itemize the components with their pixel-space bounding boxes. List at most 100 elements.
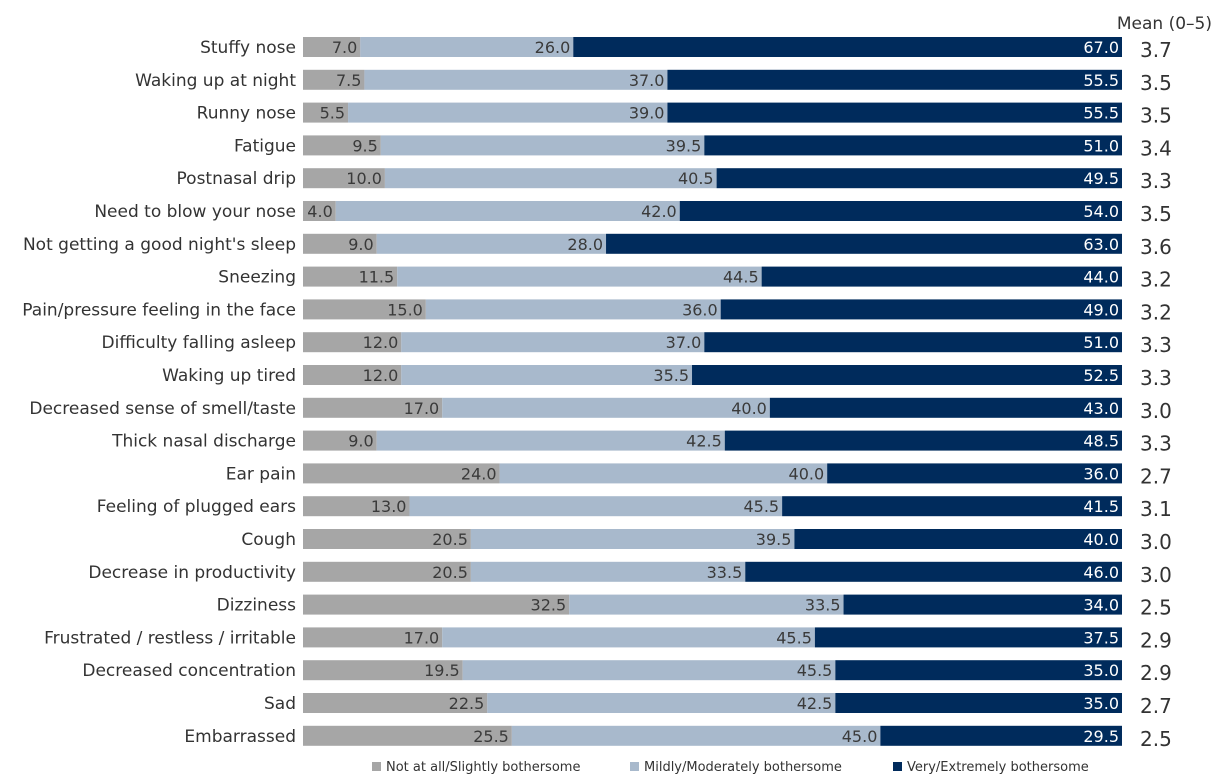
bar-segment-series-2	[397, 266, 762, 287]
bar-segment-series-2	[462, 660, 836, 681]
bar-segment-series-1	[303, 561, 471, 582]
bar-segment-series-3	[724, 430, 1122, 451]
value-label: 40.0	[731, 399, 767, 418]
category-label: Decreased concentration	[82, 661, 296, 681]
bar-segment-series-2	[376, 233, 607, 254]
value-label: 42.0	[641, 202, 677, 221]
bar-segment-series-1	[303, 725, 512, 746]
category-label: Frustrated / restless / irritable	[44, 628, 296, 648]
value-label: 44.0	[1083, 268, 1119, 287]
value-label: 24.0	[461, 464, 497, 483]
value-labels: 7.0 26.0 67.0 7.5 37.0 55.5 5.5 39.0 55.5 9.5 39.5…	[307, 38, 1119, 746]
value-label: 51.0	[1083, 136, 1119, 155]
mean-value: 3.5	[1140, 104, 1172, 128]
value-label: 11.5	[359, 268, 395, 287]
mean-value: 3.6	[1140, 235, 1172, 259]
bar-segment-series-3	[769, 397, 1122, 418]
value-label: 9.0	[348, 432, 373, 451]
value-label: 51.0	[1083, 333, 1119, 352]
legend-label: Mildly/Moderately bothersome	[644, 760, 842, 775]
value-label: 4.0	[307, 202, 332, 221]
bar-segment-series-3	[761, 266, 1122, 287]
category-label: Not getting a good night's sleep	[23, 235, 296, 255]
category-label: Feeling of plugged ears	[97, 497, 296, 517]
category-label: Decreased sense of smell/taste	[29, 399, 296, 419]
category-label: Cough	[241, 530, 296, 550]
value-label: 25.5	[473, 727, 509, 746]
category-label: Sneezing	[218, 268, 296, 288]
bar-segment-series-1	[303, 529, 471, 549]
value-label: 41.5	[1083, 497, 1119, 516]
category-label: Stuffy nose	[200, 38, 296, 58]
value-label: 48.5	[1083, 432, 1119, 451]
bar-segment-series-3	[835, 660, 1122, 681]
bar-segment-series-1	[303, 201, 336, 221]
bar-segment-series-2	[569, 594, 844, 615]
category-label: Dizziness	[217, 596, 296, 616]
value-label: 33.5	[805, 596, 841, 615]
bar-segment-series-3	[745, 561, 1122, 582]
value-label: 9.5	[352, 136, 377, 155]
bar-segment-series-3	[704, 135, 1122, 156]
value-label: 44.5	[723, 268, 759, 287]
value-label: 19.5	[424, 661, 460, 680]
bar-segment-series-3	[782, 496, 1122, 517]
value-label: 46.0	[1083, 563, 1119, 582]
bar-segment-series-3	[814, 627, 1123, 648]
mean-value: 3.3	[1140, 333, 1172, 357]
value-label: 45.5	[743, 497, 779, 516]
mean-value: 2.5	[1140, 596, 1172, 620]
mean-value: 3.0	[1140, 563, 1172, 587]
value-label: 37.0	[629, 71, 665, 90]
category-label: Pain/pressure feeling in the face	[22, 300, 296, 320]
value-label: 34.0	[1083, 596, 1119, 615]
value-label: 45.5	[797, 661, 833, 680]
category-label: Sad	[264, 694, 296, 714]
bar-segment-series-1	[303, 332, 402, 353]
bar-segment-series-1	[303, 168, 385, 189]
value-label: 63.0	[1083, 235, 1119, 254]
value-label: 7.5	[336, 71, 361, 90]
bar-segment-series-3	[720, 299, 1122, 320]
legend-label: Not at all/Slightly bothersome	[386, 760, 580, 775]
mean-value: 2.7	[1140, 464, 1172, 488]
bar-segment-series-1	[303, 102, 349, 123]
mean-value: 3.0	[1140, 399, 1172, 423]
bar-segment-series-1	[303, 69, 365, 90]
bar-segment-series-1	[303, 266, 398, 287]
category-label: Embarrassed	[184, 727, 296, 747]
bar-segment-series-1	[303, 397, 443, 418]
value-label: 12.0	[363, 366, 399, 385]
bar-segment-series-2	[425, 299, 721, 320]
bar-segment-series-3	[573, 37, 1122, 57]
value-label: 39.5	[666, 136, 702, 155]
mean-value: 3.0	[1140, 530, 1172, 554]
bar-segment-series-2	[470, 561, 746, 582]
bar-segment-series-1	[303, 660, 463, 681]
legend-swatch	[893, 762, 902, 771]
value-label: 32.5	[531, 596, 567, 615]
bar-segment-series-1	[303, 135, 381, 156]
category-label: Thick nasal discharge	[111, 432, 296, 452]
value-label: 7.0	[332, 38, 357, 57]
category-label: Waking up tired	[162, 366, 296, 386]
mean-value: 3.3	[1140, 432, 1172, 456]
bar-segment-series-2	[499, 463, 828, 484]
value-label: 42.5	[797, 694, 833, 713]
value-label: 29.5	[1083, 727, 1119, 746]
value-label: 67.0	[1083, 38, 1119, 57]
category-label: Waking up at night	[135, 71, 296, 91]
bar-segment-series-2	[364, 69, 668, 90]
bar-segment-series-1	[303, 233, 377, 254]
bar-segment-series-1	[303, 627, 443, 648]
bar-segment-series-2	[487, 693, 836, 713]
value-label: 42.5	[686, 432, 722, 451]
value-label: 35.5	[653, 366, 689, 385]
bar-segment-series-2	[470, 529, 795, 549]
bar-segment-series-1	[303, 299, 426, 320]
category-label: Runny nose	[197, 104, 296, 124]
value-label: 35.0	[1083, 661, 1119, 680]
mean-value: 3.5	[1140, 71, 1172, 95]
value-label: 36.0	[1083, 464, 1119, 483]
